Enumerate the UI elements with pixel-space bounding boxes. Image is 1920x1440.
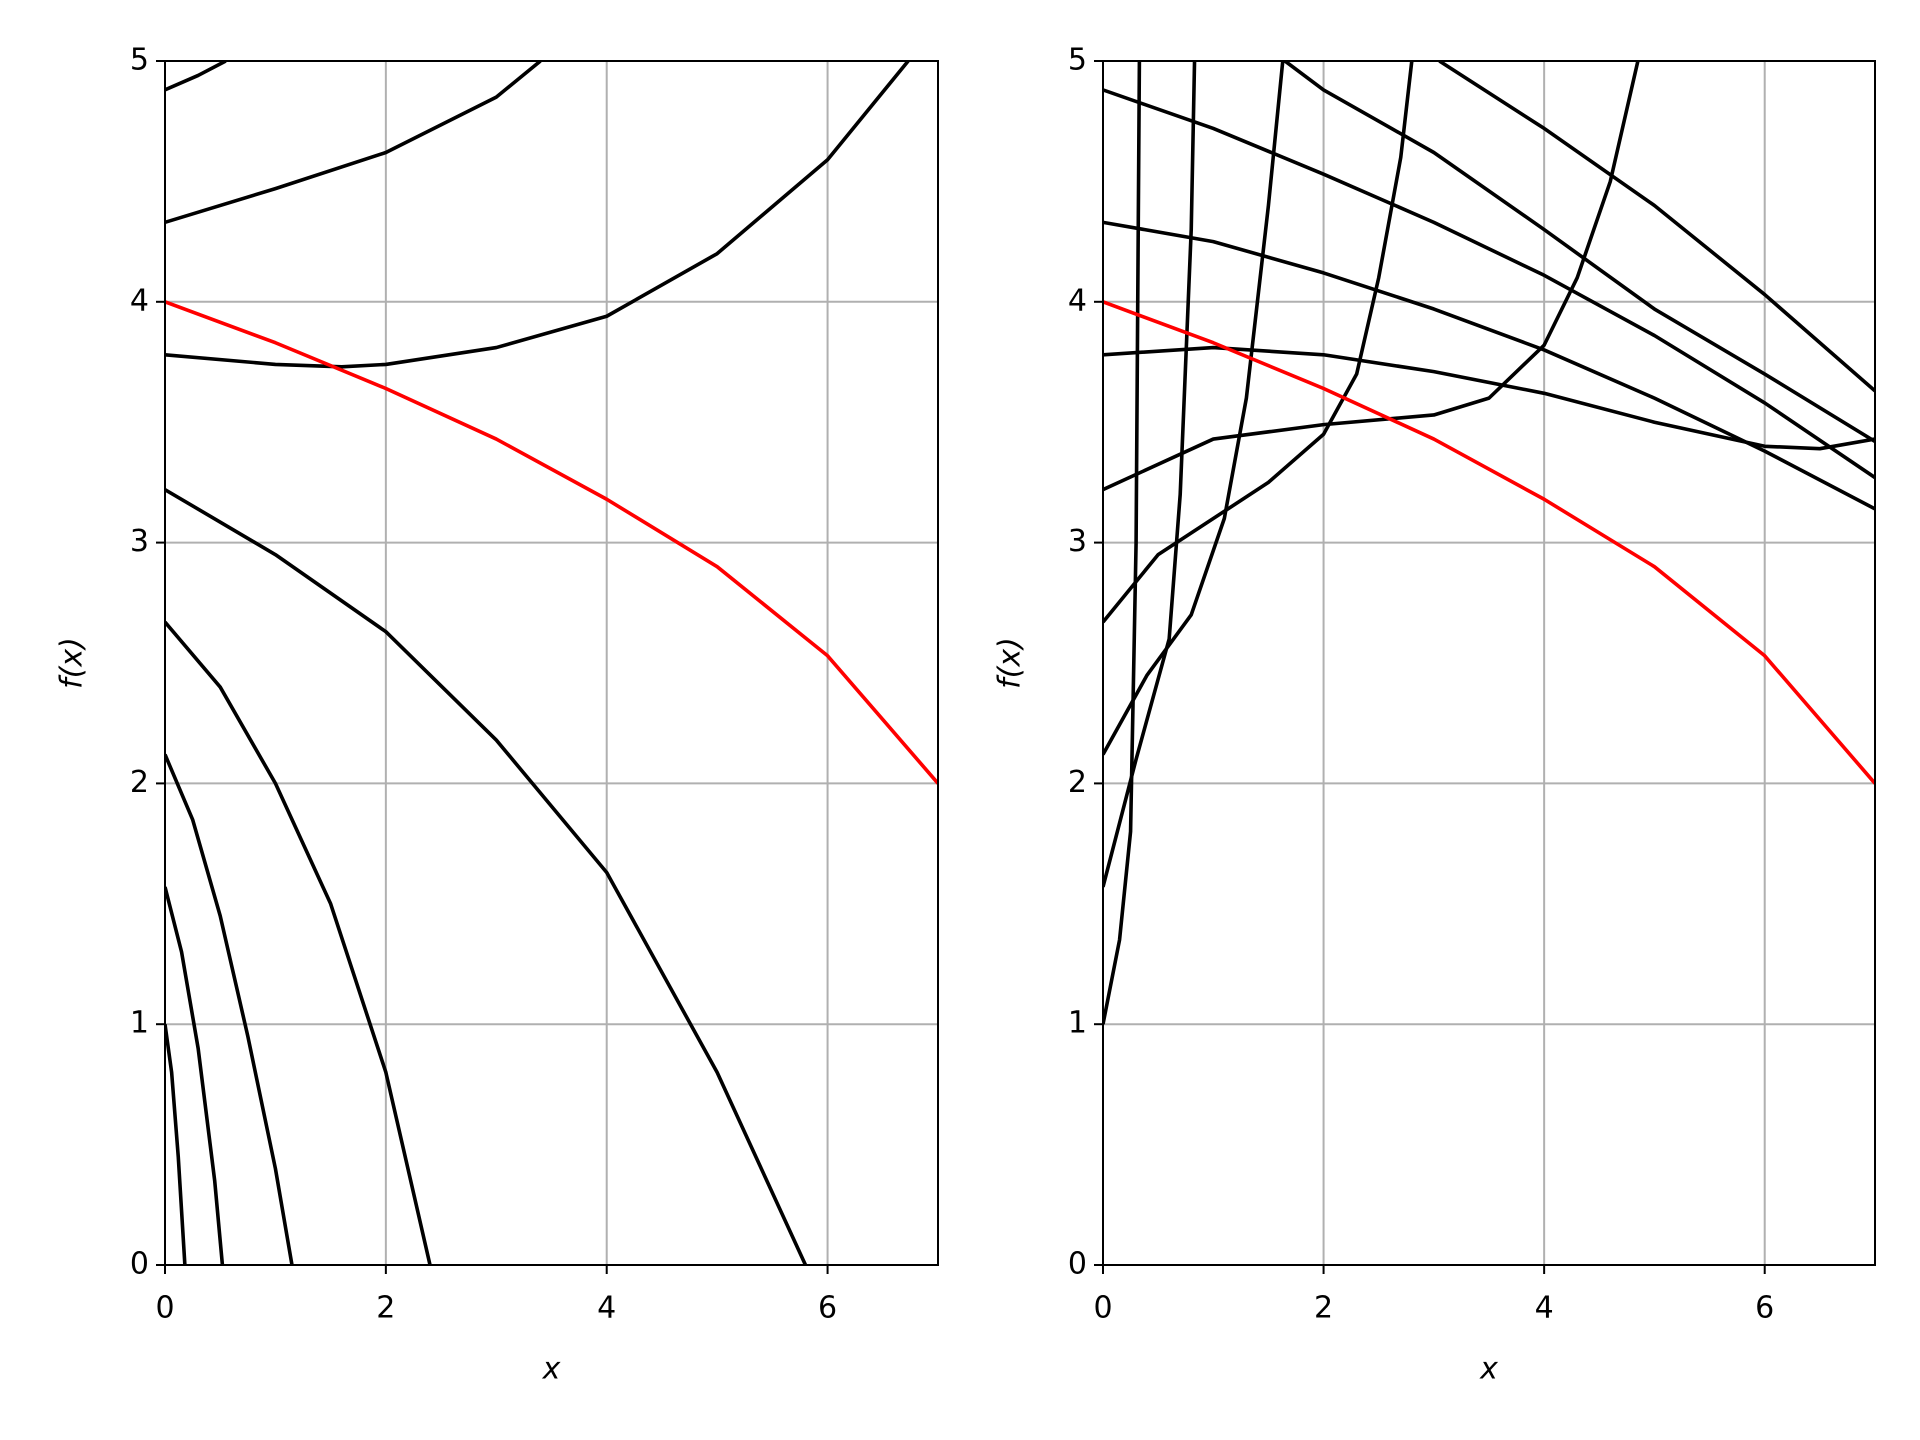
y-axis-label: f(x) [55,637,90,689]
x-tick-label: 4 [1535,1291,1554,1326]
curve [165,300,938,785]
curve [1283,61,1875,443]
x-tick-label: 2 [1314,1291,1333,1326]
curve [165,61,227,92]
y-tick-label: 5 [130,43,149,78]
curve [165,1023,187,1265]
y-tick-label: 4 [130,283,149,318]
x-tick-label: 0 [1093,1291,1112,1326]
x-tick-label: 6 [1755,1291,1774,1326]
curve [1103,61,1640,492]
y-tick-label: 2 [1068,765,1087,800]
curve [1103,61,1414,624]
y-tick-label: 5 [1068,43,1087,78]
x-tick-label: 2 [376,1291,395,1326]
curve [1103,88,1875,480]
axes-frame [164,60,939,1266]
y-tick-label: 1 [1068,1006,1087,1041]
x-tick-label: 6 [818,1291,837,1326]
y-tick-label: 3 [130,524,149,559]
axes-frame [1102,60,1876,1266]
x-axis-label: x [542,1352,561,1387]
curve [165,753,294,1265]
y-tick-label: 0 [130,1247,149,1282]
curve [165,886,225,1265]
curve [1103,220,1875,511]
curve [165,61,542,225]
y-tick-label: 2 [130,765,149,800]
curve [1103,300,1875,785]
x-tick-label: 4 [597,1291,616,1326]
curve [1103,61,1142,1025]
y-tick-label: 3 [1068,524,1087,559]
y-tick-label: 1 [130,1006,149,1041]
curve [165,620,432,1265]
y-tick-label: 0 [1068,1247,1087,1282]
x-axis-label: x [1479,1352,1498,1387]
curve [1103,61,1285,756]
y-axis-label: f(x) [993,637,1028,689]
curve [165,61,910,369]
curve [165,488,808,1265]
curve [1103,345,1875,451]
x-tick-label: 0 [155,1291,174,1326]
y-tick-label: 4 [1068,283,1087,318]
curve [1103,61,1197,888]
curve [1438,61,1875,393]
